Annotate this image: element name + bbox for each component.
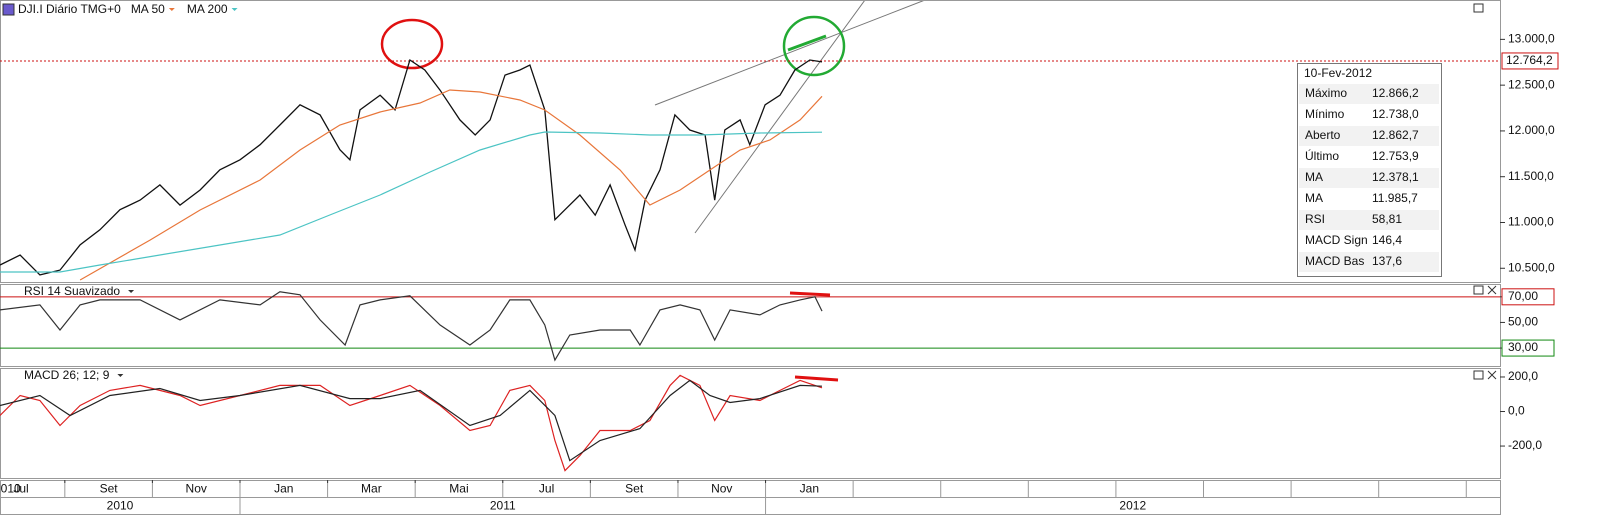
info-label: Mínimo xyxy=(1305,107,1345,121)
x-tick-label: Jul xyxy=(13,482,28,496)
info-row-bg xyxy=(1299,126,1439,146)
y-tick-label: 70,00 xyxy=(1508,289,1538,303)
info-label: RSI xyxy=(1305,212,1325,226)
info-date: 10-Fev-2012 xyxy=(1304,66,1372,80)
trend-line xyxy=(654,0,926,106)
info-value: 146,4 xyxy=(1372,233,1402,247)
x-tick-label: Nov xyxy=(711,482,732,496)
info-label: MACD Bas xyxy=(1305,254,1364,268)
year-label: 2011 xyxy=(490,499,516,513)
highlight-circle xyxy=(782,15,846,77)
trend-line xyxy=(694,0,866,234)
panel-frame xyxy=(0,0,1501,283)
panel-title: RSI 14 Suavizado xyxy=(24,284,120,298)
x-tick-label: Jan xyxy=(274,482,293,496)
x-tick-label: Jul xyxy=(539,482,554,496)
y-tick-label: 13.000,0 xyxy=(1508,32,1555,46)
panel-frame xyxy=(0,284,1501,367)
series-line xyxy=(79,89,823,281)
info-value: 12.753,9 xyxy=(1372,149,1419,163)
x-tick-label: Mai xyxy=(449,482,468,496)
close-button[interactable] xyxy=(1487,285,1497,295)
info-label: Aberto xyxy=(1305,128,1341,142)
y-tick-box xyxy=(1501,288,1555,306)
info-label: MA xyxy=(1305,191,1323,205)
y-tick-label: -200,0 xyxy=(1508,438,1542,452)
x-tick-label: Nov xyxy=(186,482,207,496)
highlight-stroke xyxy=(794,375,839,382)
series-line xyxy=(0,58,823,276)
info-row-bg xyxy=(1299,252,1439,272)
info-row-bg xyxy=(1299,168,1439,188)
x-tick-label: Set xyxy=(100,482,119,496)
info-value: 12.378,1 xyxy=(1372,170,1419,184)
close-button[interactable] xyxy=(1487,370,1497,380)
legend-entry: MA 200 xyxy=(187,2,228,16)
panel-title: MACD 26; 12; 9 xyxy=(24,368,110,382)
year-label: 2010 xyxy=(107,499,134,513)
dropdown-arrow xyxy=(128,290,135,293)
dropdown-arrow xyxy=(231,8,238,11)
info-value: 12.862,7 xyxy=(1372,128,1419,142)
maximize-button[interactable] xyxy=(1473,370,1484,380)
info-label: Último xyxy=(1305,148,1339,163)
last-price-box xyxy=(1501,52,1559,70)
series-line xyxy=(0,379,823,462)
y-tick-label: 11.500,0 xyxy=(1508,169,1554,183)
info-value: 12.738,0 xyxy=(1372,107,1419,121)
y-tick-box xyxy=(1501,339,1555,357)
y-tick-label: 200,0 xyxy=(1508,369,1538,383)
panel-title: DJI.I Diário TMG+0 xyxy=(18,2,121,16)
info-label: MACD Sign xyxy=(1305,233,1368,247)
highlight-stroke xyxy=(789,291,831,297)
series-line xyxy=(0,131,823,273)
y-tick-label: 10.500,0 xyxy=(1508,260,1555,274)
y-tick-label: 12.000,0 xyxy=(1508,123,1555,137)
y-tick-label: 0,0 xyxy=(1508,404,1525,418)
x-tick-label: Set xyxy=(625,482,644,496)
dropdown-arrow xyxy=(117,374,124,377)
info-value: 58,81 xyxy=(1372,212,1402,226)
dropdown-arrow xyxy=(168,8,175,11)
y-tick-label: 30,00 xyxy=(1508,340,1538,354)
x-tick-label: Jan xyxy=(800,482,819,496)
legend-entry: MA 50 xyxy=(131,2,165,16)
year-label: 2012 xyxy=(1119,499,1146,513)
panel-frame xyxy=(0,368,1501,479)
info-value: 11.985,7 xyxy=(1372,191,1418,205)
maximize-button[interactable] xyxy=(1473,3,1484,13)
info-row-bg xyxy=(1299,84,1439,104)
info-label: Máximo xyxy=(1305,86,1347,100)
x-edge-label: 2010 xyxy=(0,482,21,496)
series-line xyxy=(0,291,823,362)
info-value: 137,6 xyxy=(1372,254,1402,268)
highlight-stroke xyxy=(787,34,827,52)
y-tick-label: 12.500,0 xyxy=(1508,77,1555,91)
info-row-bg xyxy=(1299,210,1439,230)
y-tick-label: 50,00 xyxy=(1508,315,1538,329)
maximize-button[interactable] xyxy=(1473,285,1484,295)
highlight-circle xyxy=(380,18,444,70)
symbol-icon xyxy=(2,3,15,16)
x-tick-label: Mar xyxy=(361,482,382,496)
series-line xyxy=(0,374,823,472)
info-label: MA xyxy=(1305,170,1323,184)
info-value: 12.866,2 xyxy=(1372,86,1419,100)
y-tick-label: 11.000,0 xyxy=(1508,215,1554,229)
last-price-label: 12.764,2 xyxy=(1506,53,1553,67)
